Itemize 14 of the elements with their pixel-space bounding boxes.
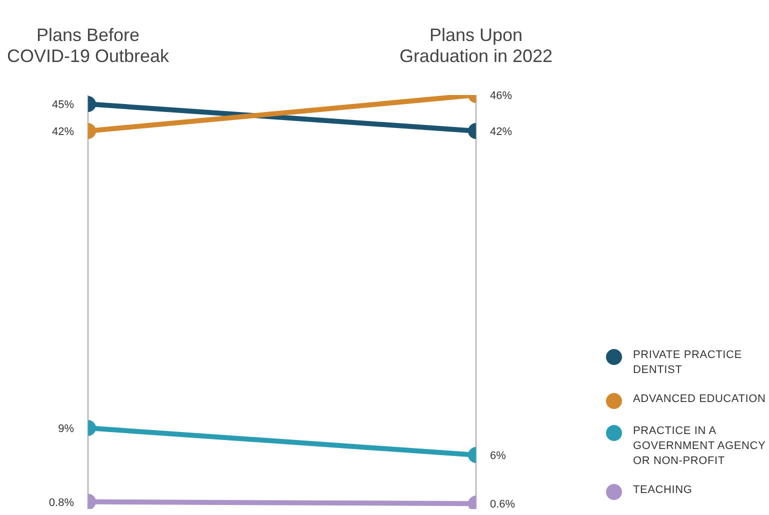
data-label: 9%: [58, 423, 74, 435]
legend-label: TEACHING: [633, 483, 692, 498]
data-label: 6%: [490, 450, 506, 462]
data-label: 46%: [490, 90, 512, 102]
legend-label: ADVANCED EDUCATION: [633, 392, 766, 407]
data-label: 0.8%: [48, 496, 74, 509]
data-label: 42%: [52, 126, 74, 138]
x-tick-label: Plans Upon Graduation in 2022: [399, 25, 553, 66]
legend-label: PRACTICE IN A GOVERNMENT AGENCY OR NON-PROFIT: [633, 424, 766, 469]
data-label: 0.6%: [490, 498, 516, 511]
legend-label: PRIVATE PRACTICE DENTIST: [633, 348, 743, 378]
data-label: 42%: [490, 126, 512, 138]
x-tick-label: Plans Before COVID-19 Outbreak: [6, 25, 170, 66]
data-label: 45%: [52, 99, 74, 111]
